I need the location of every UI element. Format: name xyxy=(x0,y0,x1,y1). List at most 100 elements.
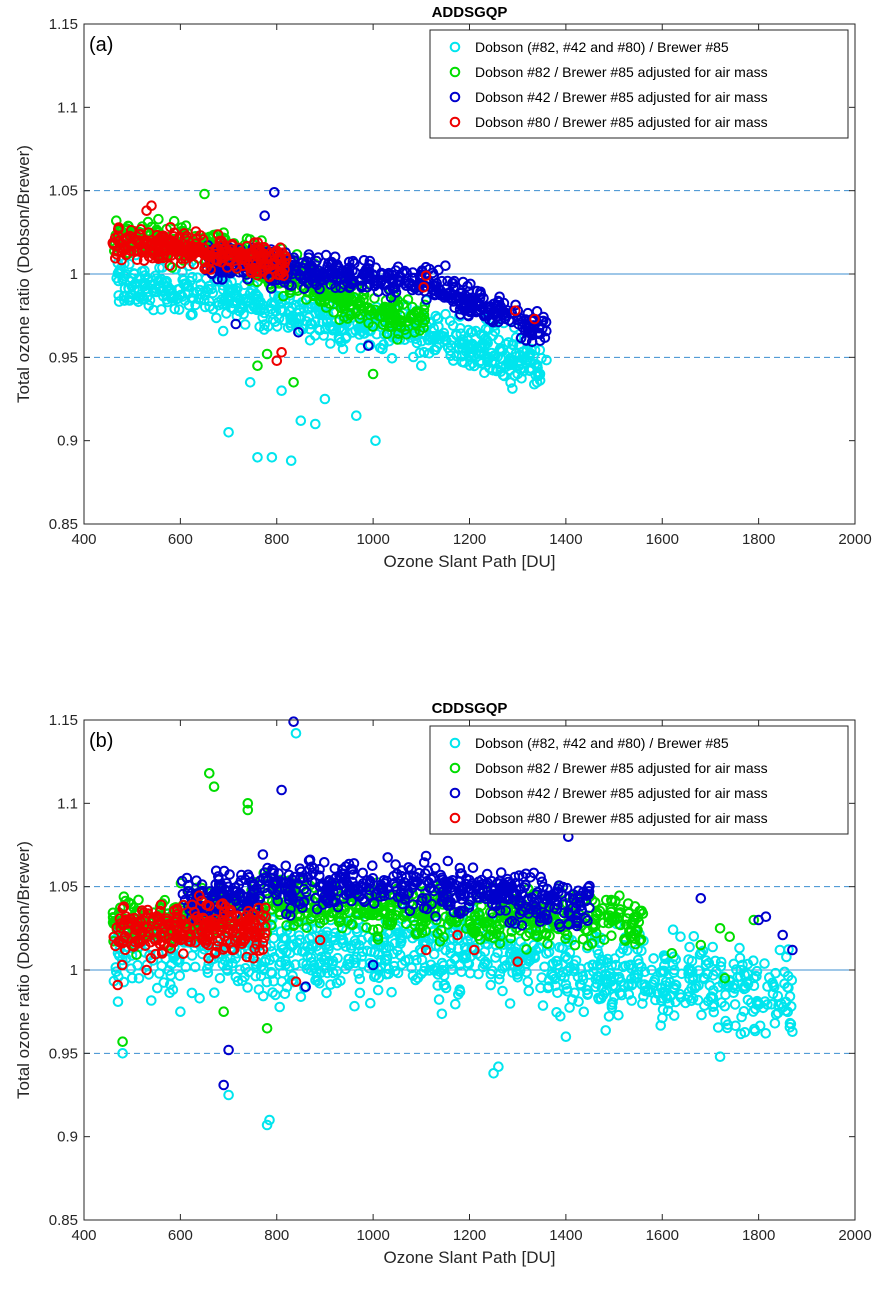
data-point xyxy=(353,968,364,979)
data-point xyxy=(420,850,432,862)
data-point xyxy=(510,305,521,317)
data-point xyxy=(424,965,435,976)
data-point xyxy=(363,317,374,329)
data-point xyxy=(600,1025,612,1036)
x-tick-label: 2000 xyxy=(838,1227,871,1244)
data-point xyxy=(172,913,183,925)
data-point xyxy=(532,327,544,339)
data-point xyxy=(406,864,417,875)
data-point xyxy=(367,873,379,884)
data-point xyxy=(571,918,583,929)
data-point xyxy=(317,880,329,892)
data-point xyxy=(113,224,124,235)
data-point xyxy=(283,894,295,905)
data-point xyxy=(669,964,680,976)
data-point xyxy=(211,254,223,266)
data-point xyxy=(683,954,694,965)
data-point xyxy=(331,965,343,977)
data-point xyxy=(343,296,354,308)
data-point xyxy=(355,309,366,320)
data-point xyxy=(332,952,343,964)
data-point xyxy=(186,987,198,999)
y-tick-label: 1 xyxy=(70,962,78,979)
data-point xyxy=(466,305,477,317)
data-point xyxy=(244,914,256,925)
data-point xyxy=(715,956,727,968)
data-point xyxy=(704,980,716,991)
y-tick-label: 0.9 xyxy=(57,433,78,450)
data-point xyxy=(781,951,792,963)
data-point xyxy=(453,907,465,918)
data-point xyxy=(243,966,255,978)
data-point xyxy=(575,900,587,912)
data-point xyxy=(336,868,348,880)
data-point xyxy=(573,996,584,1007)
series-4-points xyxy=(108,890,524,991)
data-point xyxy=(690,980,702,992)
data-point xyxy=(288,919,300,931)
data-point xyxy=(354,329,365,340)
data-point xyxy=(262,862,273,874)
data-point xyxy=(719,1000,731,1012)
data-point xyxy=(759,958,770,969)
data-point xyxy=(112,979,123,991)
data-point xyxy=(550,980,561,992)
data-point xyxy=(340,273,351,285)
data-point xyxy=(416,360,427,372)
data-point xyxy=(506,889,518,901)
data-point xyxy=(614,971,625,983)
data-point xyxy=(306,318,318,330)
data-point xyxy=(259,210,271,221)
data-point xyxy=(467,326,478,338)
y-tick-label: 0.85 xyxy=(49,516,78,533)
data-point xyxy=(487,316,499,328)
data-point xyxy=(455,328,467,340)
data-point xyxy=(738,1006,750,1017)
data-point xyxy=(577,933,589,945)
data-point xyxy=(753,998,764,1009)
x-axis-label: Ozone Slant Path [DU] xyxy=(384,552,556,571)
data-point xyxy=(165,222,176,233)
data-point xyxy=(384,889,396,900)
data-point xyxy=(684,964,696,975)
data-point xyxy=(553,880,565,891)
data-point xyxy=(171,908,183,920)
data-point xyxy=(304,262,315,274)
data-point xyxy=(421,294,432,305)
data-point xyxy=(269,187,280,198)
data-point xyxy=(666,948,678,959)
data-point xyxy=(537,881,549,893)
data-point xyxy=(152,918,163,930)
data-point xyxy=(281,908,292,920)
data-point xyxy=(619,934,630,945)
data-point xyxy=(390,287,402,298)
data-point xyxy=(123,283,135,295)
data-point xyxy=(515,332,527,344)
data-point xyxy=(553,923,564,935)
data-point xyxy=(707,941,719,953)
data-point xyxy=(247,284,258,295)
data-point xyxy=(739,969,751,981)
data-point xyxy=(582,915,593,927)
data-point xyxy=(521,944,532,955)
panel-label: (b) xyxy=(89,730,113,752)
data-point xyxy=(442,855,454,867)
x-tick-label: 400 xyxy=(71,1227,96,1244)
data-point xyxy=(505,933,517,944)
data-point xyxy=(268,868,279,879)
data-point xyxy=(357,922,369,933)
data-point xyxy=(287,310,299,322)
data-point xyxy=(272,895,284,907)
panel-label: (a) xyxy=(89,34,113,56)
data-point xyxy=(315,957,326,969)
data-point xyxy=(193,920,204,931)
data-point xyxy=(407,899,419,910)
data-point xyxy=(541,354,552,366)
data-point xyxy=(675,931,686,943)
data-point xyxy=(223,1044,234,1056)
data-point xyxy=(242,804,254,816)
data-point xyxy=(552,987,563,999)
data-point xyxy=(216,274,228,285)
data-point xyxy=(569,939,581,951)
data-point xyxy=(301,922,313,934)
